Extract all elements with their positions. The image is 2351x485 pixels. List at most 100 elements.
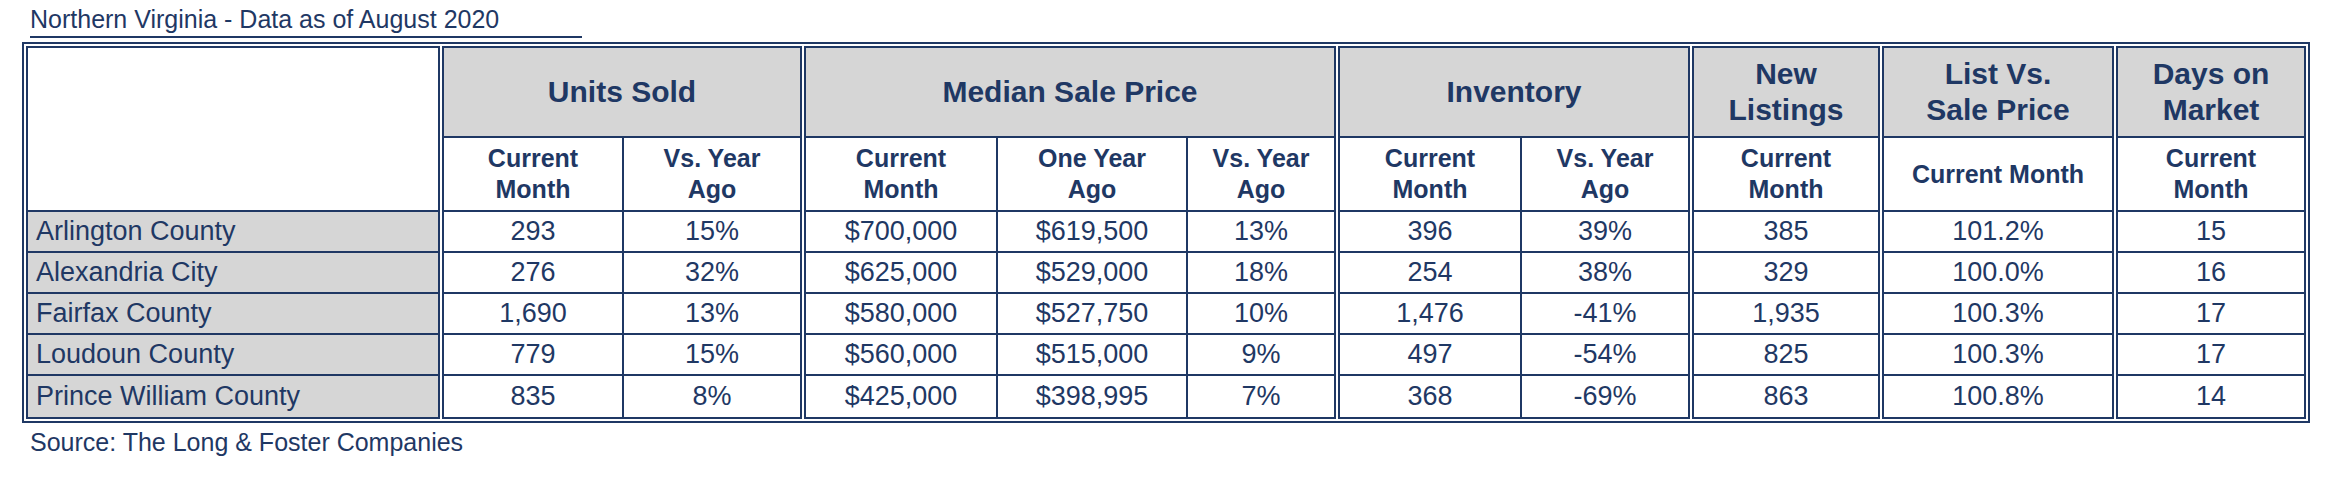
value-cell: 32% xyxy=(622,253,800,294)
group-header-units-sold: Units Sold xyxy=(444,48,800,138)
subheader-line: Current xyxy=(488,143,578,174)
value-cell: 16 xyxy=(2118,253,2304,294)
group-header-line: Sale Price xyxy=(1926,92,2069,128)
value-cell: 100.3% xyxy=(1884,335,2112,376)
value-cell: 10% xyxy=(1186,294,1334,335)
subheader-line: Month xyxy=(1393,174,1468,205)
value-cell: 497 xyxy=(1340,335,1520,376)
value-cell: 14 xyxy=(2118,376,2304,417)
report-title: Northern Virginia - Data as of August 20… xyxy=(30,5,582,38)
value-cell: 17 xyxy=(2118,294,2304,335)
value-cell: -41% xyxy=(1520,294,1688,335)
value-cell: $700,000 xyxy=(806,212,996,253)
subheader-cell: CurrentMonth xyxy=(806,138,996,212)
value-cell: 17 xyxy=(2118,335,2304,376)
group-header-new-listings: NewListings xyxy=(1694,48,1878,138)
group-header-line: Market xyxy=(2163,92,2260,128)
value-cell: 38% xyxy=(1520,253,1688,294)
value-cell: 1,935 xyxy=(1694,294,1878,335)
subheader-line: Current Month xyxy=(1912,159,2084,190)
subheader-cell: CurrentMonth xyxy=(1340,138,1520,212)
column-group-inventory: InventoryCurrentMonthVs. YearAgo39639%25… xyxy=(1338,46,1690,419)
subheader-line: Vs. Year xyxy=(664,143,761,174)
value-cell: 100.0% xyxy=(1884,253,2112,294)
county-cell: Arlington County xyxy=(28,212,438,253)
value-cell: $560,000 xyxy=(806,335,996,376)
group-header-line: New xyxy=(1755,56,1817,92)
subheader-line: Ago xyxy=(1068,174,1117,205)
value-cell: 9% xyxy=(1186,335,1334,376)
group-header-median-sale-price: Median Sale Price xyxy=(806,48,1334,138)
value-cell: 39% xyxy=(1520,212,1688,253)
group-header-list-vs-sale-price: List Vs.Sale Price xyxy=(1884,48,2112,138)
value-cell: $580,000 xyxy=(806,294,996,335)
market-data-table: Arlington CountyAlexandria CityFairfax C… xyxy=(22,42,2310,423)
value-cell: 13% xyxy=(622,294,800,335)
value-cell: 100.3% xyxy=(1884,294,2112,335)
value-cell: 779 xyxy=(444,335,622,376)
group-header-line: Median Sale Price xyxy=(942,74,1197,110)
group-header-line: Units Sold xyxy=(548,74,696,110)
value-cell: 15 xyxy=(2118,212,2304,253)
county-cell: Alexandria City xyxy=(28,253,438,294)
value-cell: $425,000 xyxy=(806,376,996,417)
group-header-line: List Vs. xyxy=(1945,56,2052,92)
group-header-days-on-market: Days onMarket xyxy=(2118,48,2304,138)
value-cell: 8% xyxy=(622,376,800,417)
column-group-median-sale-price: Median Sale PriceCurrentMonthOne YearAgo… xyxy=(804,46,1336,419)
corner-header xyxy=(28,48,438,212)
value-cell: 18% xyxy=(1186,253,1334,294)
value-cell: 101.2% xyxy=(1884,212,2112,253)
value-cell: 329 xyxy=(1694,253,1878,294)
subheader-line: Month xyxy=(864,174,939,205)
subheader-line: Month xyxy=(2174,174,2249,205)
value-cell: 396 xyxy=(1340,212,1520,253)
value-cell: $527,750 xyxy=(996,294,1186,335)
county-cell: Prince William County xyxy=(28,376,438,417)
subheader-cell: One YearAgo xyxy=(996,138,1186,212)
report-page: Northern Virginia - Data as of August 20… xyxy=(0,0,2351,485)
value-cell: 100.8% xyxy=(1884,376,2112,417)
value-cell: 825 xyxy=(1694,335,1878,376)
table-groups: Arlington CountyAlexandria CityFairfax C… xyxy=(26,46,2306,419)
subheader-line: Ago xyxy=(1237,174,1286,205)
value-cell: 276 xyxy=(444,253,622,294)
subheader-cell: CurrentMonth xyxy=(444,138,622,212)
value-cell: 1,476 xyxy=(1340,294,1520,335)
group-header-line: Inventory xyxy=(1446,74,1581,110)
subheader-line: Month xyxy=(1749,174,1824,205)
value-cell: 15% xyxy=(622,212,800,253)
value-cell: 293 xyxy=(444,212,622,253)
value-cell: $625,000 xyxy=(806,253,996,294)
value-cell: 863 xyxy=(1694,376,1878,417)
subheader-line: One Year xyxy=(1038,143,1146,174)
subheader-cell: Vs. YearAgo xyxy=(622,138,800,212)
column-group-new-listings: NewListingsCurrentMonth3853291,935825863 xyxy=(1692,46,1880,419)
column-group-area: Arlington CountyAlexandria CityFairfax C… xyxy=(26,46,440,419)
subheader-line: Current xyxy=(2166,143,2256,174)
subheader-cell: Current Month xyxy=(1884,138,2112,212)
county-cell: Fairfax County xyxy=(28,294,438,335)
value-cell: 13% xyxy=(1186,212,1334,253)
value-cell: $529,000 xyxy=(996,253,1186,294)
subheader-cell: CurrentMonth xyxy=(2118,138,2304,212)
subheader-line: Ago xyxy=(1581,174,1630,205)
value-cell: $398,995 xyxy=(996,376,1186,417)
group-header-line: Listings xyxy=(1728,92,1843,128)
subheader-cell: Vs. YearAgo xyxy=(1186,138,1334,212)
value-cell: 15% xyxy=(622,335,800,376)
value-cell: 254 xyxy=(1340,253,1520,294)
value-cell: 385 xyxy=(1694,212,1878,253)
value-cell: 835 xyxy=(444,376,622,417)
value-cell: -54% xyxy=(1520,335,1688,376)
subheader-line: Current xyxy=(856,143,946,174)
source-note: Source: The Long & Foster Companies xyxy=(30,428,463,457)
value-cell: 368 xyxy=(1340,376,1520,417)
subheader-line: Current xyxy=(1741,143,1831,174)
group-header-inventory: Inventory xyxy=(1340,48,1688,138)
value-cell: $619,500 xyxy=(996,212,1186,253)
subheader-cell: CurrentMonth xyxy=(1694,138,1878,212)
value-cell: $515,000 xyxy=(996,335,1186,376)
subheader-line: Month xyxy=(496,174,571,205)
subheader-line: Current xyxy=(1385,143,1475,174)
